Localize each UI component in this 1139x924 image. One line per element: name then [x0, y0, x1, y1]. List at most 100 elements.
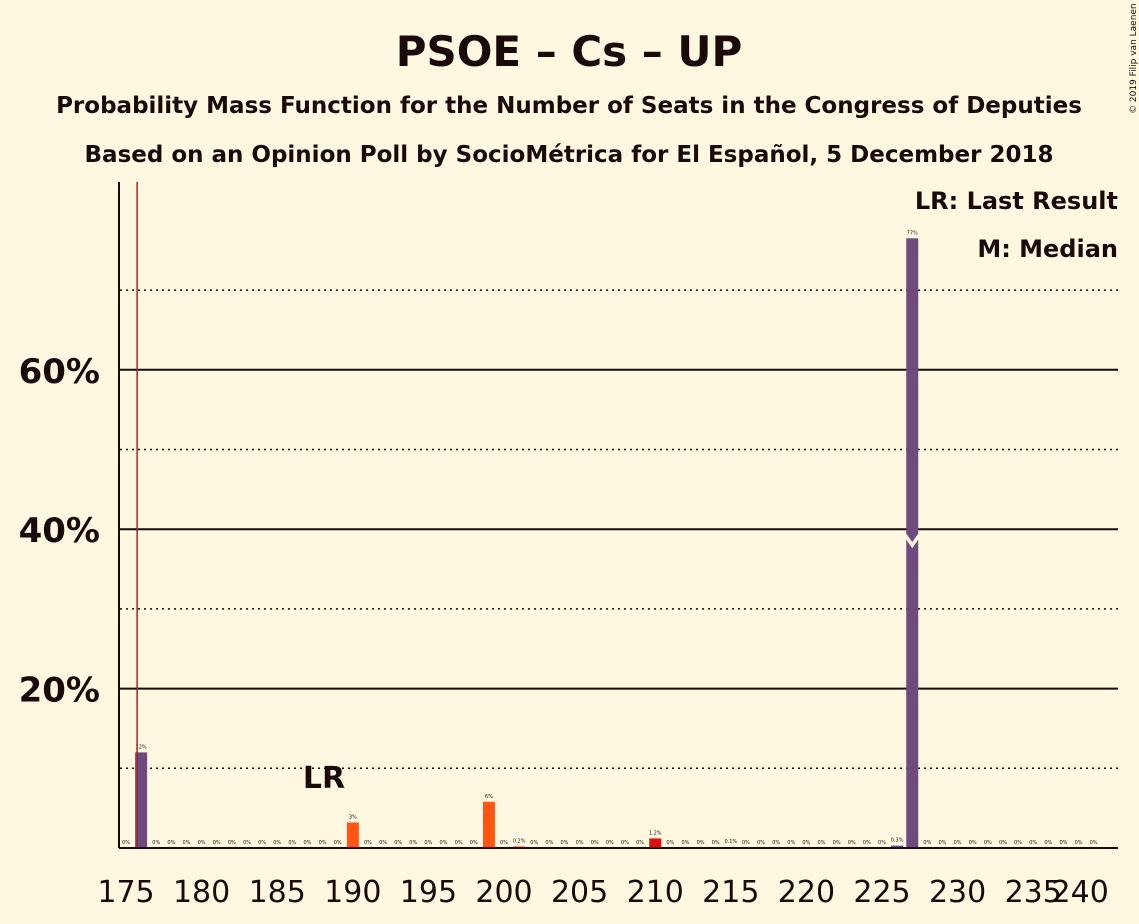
- data-label-seat-213: 0%: [697, 840, 705, 846]
- x-tick-label-195: 195: [400, 875, 457, 910]
- data-label-seat-196: 0%: [440, 840, 448, 846]
- chart-subtitle-2: Based on an Opinion Poll by SocioMétrica…: [85, 142, 1054, 168]
- y-tick-label-20: 20%: [19, 671, 100, 711]
- bar-seat-176: [135, 752, 148, 848]
- x-tick-label-220: 220: [778, 875, 835, 910]
- data-label-seat-175: 0%: [122, 840, 130, 846]
- data-label-seat-220: 0%: [802, 840, 810, 846]
- data-label-seat-212: 0%: [681, 840, 689, 846]
- data-label-seat-194: 0%: [409, 840, 417, 846]
- axes: [118, 182, 1118, 849]
- data-label-seat-206: 0%: [591, 840, 599, 846]
- data-label-seat-221: 0%: [818, 840, 826, 846]
- x-tick-label-230: 230: [929, 875, 986, 910]
- data-label-seat-217: 0%: [757, 840, 765, 846]
- data-label-seat-230: 0%: [954, 840, 962, 846]
- x-tick-label-235: 235: [1005, 875, 1062, 910]
- data-label-seat-238: 0%: [1075, 840, 1083, 846]
- data-label-seat-191: 0%: [364, 840, 372, 846]
- data-label-seat-218: 0%: [772, 840, 780, 846]
- data-label-seat-178: 0%: [167, 840, 175, 846]
- data-label-seat-207: 0%: [606, 840, 614, 846]
- chart-title: PSOE – Cs – UP: [396, 27, 743, 76]
- last-result-label: LR: [303, 761, 345, 796]
- tick-labels: 175 180 185 190 195 200 205 210 215 220 225 230 2352…: [19, 352, 1109, 910]
- x-tick-label-215: 215: [702, 875, 759, 910]
- legend-median: M: Median: [977, 235, 1118, 263]
- data-label-seat-203: 0%: [545, 840, 553, 846]
- median-marker: [903, 534, 921, 549]
- data-label-seat-188: 0%: [319, 840, 327, 846]
- data-label-seat-197: 0%: [455, 840, 463, 846]
- data-label-seat-239: 0%: [1090, 840, 1098, 846]
- bar-seat-190: [346, 822, 359, 848]
- data-label-seat-187: 0%: [303, 840, 311, 846]
- data-label-seat-224: 0%: [863, 840, 871, 846]
- data-label-seat-195: 0%: [424, 840, 432, 846]
- chart-subtitle-1: Probability Mass Function for the Number…: [56, 93, 1082, 119]
- data-label-seat-200: 0%: [500, 840, 508, 846]
- data-label-seat-222: 0%: [833, 840, 841, 846]
- data-label-seat-231: 0%: [969, 840, 977, 846]
- data-label-seat-208: 0%: [621, 840, 629, 846]
- x-tick-label-210: 210: [627, 875, 684, 910]
- data-label-seat-216: 0%: [742, 840, 750, 846]
- data-label-seat-211: 0%: [666, 840, 674, 846]
- data-label-seat-236: 0%: [1044, 840, 1052, 846]
- data-label-seat-215: 0.1%: [724, 839, 737, 845]
- data-label-seat-233: 0%: [999, 840, 1007, 846]
- data-label-seat-229: 0%: [939, 840, 947, 846]
- data-label-seat-223: 0%: [848, 840, 856, 846]
- x-tick-label-200: 200: [475, 875, 532, 910]
- data-label-seat-209: 0%: [636, 840, 644, 846]
- data-label-seat-184: 0%: [258, 840, 266, 846]
- y-tick-label-40: 40%: [19, 511, 100, 551]
- data-label-seat-204: 0%: [561, 840, 569, 846]
- data-label-seat-199: 6%: [485, 794, 493, 800]
- data-label-seat-181: 0%: [213, 840, 221, 846]
- data-label-seat-205: 0%: [576, 840, 584, 846]
- data-label-seat-182: 0%: [228, 840, 236, 846]
- data-label-seat-202: 0%: [530, 840, 538, 846]
- legend-last-result: LR: Last Result: [915, 187, 1118, 215]
- x-tick-label-190: 190: [324, 875, 381, 910]
- x-tick-label-175: 175: [97, 875, 154, 910]
- data-label-seat-186: 0%: [288, 840, 296, 846]
- x-tick-label-185: 185: [249, 875, 306, 910]
- markers: LR: [136, 182, 921, 848]
- data-label-seat-192: 0%: [379, 840, 387, 846]
- data-label-seat-185: 0%: [273, 840, 281, 846]
- data-label-seat-198: 0%: [470, 840, 478, 846]
- bar-seat-199: [482, 801, 495, 848]
- data-label-seat-210: 1.2%: [649, 830, 662, 836]
- data-label-seat-180: 0%: [198, 840, 206, 846]
- copyright-text: © 2019 Filip van Laenen: [1129, 3, 1139, 114]
- data-label-seat-176: 12%: [136, 744, 147, 750]
- data-label-seat-214: 0%: [712, 840, 720, 846]
- data-label-seat-232: 0%: [984, 840, 992, 846]
- bar-seat-226: [891, 845, 904, 848]
- data-label-seat-179: 0%: [183, 840, 191, 846]
- bar-seat-210: [649, 838, 662, 848]
- y-tick-label-60: 60%: [19, 352, 100, 392]
- data-labels: 0% 12% 0% 0% 0% 0% 0% 0% 0% 0% 0% 0% 0% 0% 0% 3% 0% 0% 0% 0…: [122, 230, 1098, 846]
- data-label-seat-226: 0.3%: [891, 838, 904, 844]
- data-label-seat-235: 0%: [1029, 840, 1037, 846]
- data-label-seat-190: 3%: [349, 814, 357, 820]
- data-label-seat-237: 0%: [1059, 840, 1067, 846]
- data-label-seat-225: 0%: [878, 840, 886, 846]
- data-label-seat-219: 0%: [787, 840, 795, 846]
- x-tick-label-225: 225: [853, 875, 910, 910]
- data-label-seat-227: 77%: [907, 230, 918, 236]
- data-label-seat-228: 0%: [923, 840, 931, 846]
- x-tick-label-240: 240: [1052, 875, 1109, 910]
- data-label-seat-201: 0.2%: [513, 838, 526, 844]
- data-label-seat-183: 0%: [243, 840, 251, 846]
- x-tick-label-205: 205: [551, 875, 608, 910]
- data-label-seat-177: 0%: [152, 840, 160, 846]
- data-label-seat-193: 0%: [394, 840, 402, 846]
- data-label-seat-189: 0%: [334, 840, 342, 846]
- data-label-seat-234: 0%: [1014, 840, 1022, 846]
- gridlines: [120, 289, 1118, 770]
